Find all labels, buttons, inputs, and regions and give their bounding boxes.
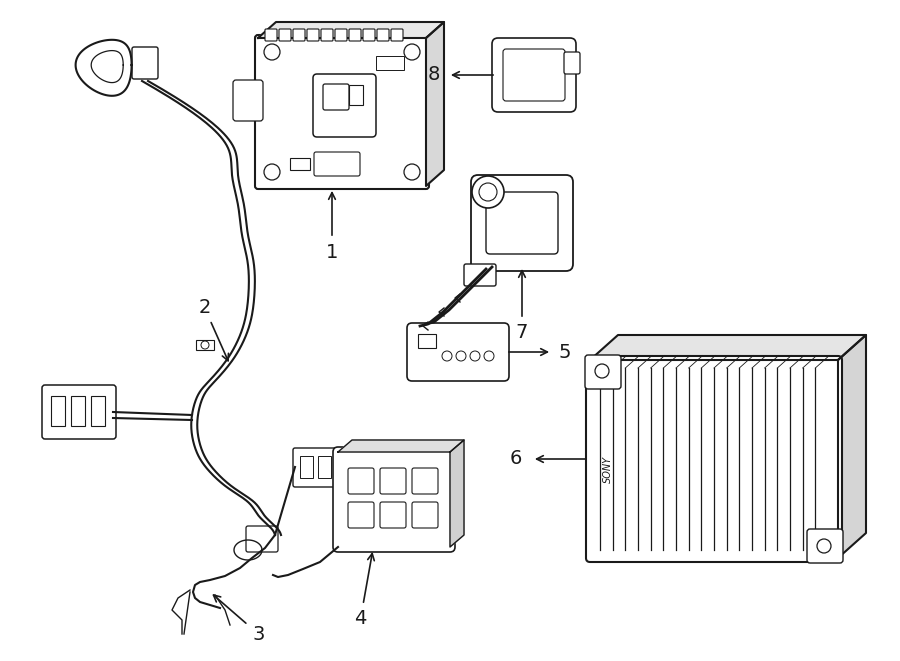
FancyBboxPatch shape (349, 29, 361, 41)
Circle shape (442, 351, 452, 361)
Bar (300, 456, 313, 478)
Polygon shape (426, 22, 444, 186)
FancyBboxPatch shape (255, 35, 429, 189)
Circle shape (470, 351, 480, 361)
Circle shape (264, 44, 280, 60)
FancyBboxPatch shape (321, 29, 333, 41)
Text: 6: 6 (509, 449, 522, 469)
FancyBboxPatch shape (335, 29, 347, 41)
Text: 4: 4 (355, 609, 366, 629)
Bar (71, 396, 85, 426)
FancyBboxPatch shape (407, 323, 509, 381)
FancyBboxPatch shape (492, 38, 576, 112)
Circle shape (595, 364, 609, 378)
Polygon shape (450, 440, 464, 547)
Circle shape (484, 351, 494, 361)
FancyBboxPatch shape (380, 468, 406, 494)
Polygon shape (590, 335, 866, 360)
FancyBboxPatch shape (307, 29, 319, 41)
Bar (51, 396, 65, 426)
FancyBboxPatch shape (246, 526, 278, 552)
FancyBboxPatch shape (132, 47, 158, 79)
FancyBboxPatch shape (807, 529, 843, 563)
FancyBboxPatch shape (377, 29, 389, 41)
Text: 7: 7 (516, 323, 528, 342)
FancyBboxPatch shape (503, 49, 565, 101)
Polygon shape (338, 440, 464, 452)
Bar (290, 158, 310, 170)
Bar (418, 334, 436, 348)
FancyBboxPatch shape (349, 85, 363, 105)
FancyBboxPatch shape (471, 175, 573, 271)
Text: 3: 3 (252, 625, 265, 644)
FancyBboxPatch shape (233, 80, 263, 121)
FancyBboxPatch shape (313, 74, 376, 137)
Circle shape (404, 44, 420, 60)
Circle shape (264, 164, 280, 180)
FancyBboxPatch shape (42, 385, 116, 439)
Circle shape (472, 176, 504, 208)
Bar (318, 456, 331, 478)
FancyBboxPatch shape (293, 448, 339, 487)
Text: SONY: SONY (603, 455, 613, 483)
Polygon shape (838, 335, 866, 558)
FancyBboxPatch shape (464, 264, 496, 286)
FancyBboxPatch shape (486, 192, 558, 254)
Circle shape (404, 164, 420, 180)
Polygon shape (258, 22, 444, 38)
Text: 2: 2 (198, 297, 211, 317)
FancyBboxPatch shape (265, 29, 277, 41)
FancyBboxPatch shape (314, 152, 360, 176)
FancyBboxPatch shape (323, 84, 349, 110)
FancyBboxPatch shape (380, 502, 406, 528)
FancyBboxPatch shape (586, 356, 842, 562)
FancyBboxPatch shape (412, 468, 438, 494)
Text: 8: 8 (428, 65, 440, 85)
FancyBboxPatch shape (293, 29, 305, 41)
FancyBboxPatch shape (585, 355, 621, 389)
Circle shape (479, 183, 497, 201)
FancyBboxPatch shape (279, 29, 291, 41)
Circle shape (456, 351, 466, 361)
Bar (91, 396, 105, 426)
Circle shape (201, 341, 209, 349)
FancyBboxPatch shape (348, 468, 374, 494)
FancyBboxPatch shape (348, 502, 374, 528)
FancyBboxPatch shape (333, 447, 455, 552)
Bar (196, 340, 214, 350)
Circle shape (817, 539, 831, 553)
FancyBboxPatch shape (391, 29, 403, 41)
FancyBboxPatch shape (564, 52, 580, 74)
Text: 5: 5 (559, 342, 572, 362)
Text: 1: 1 (326, 243, 338, 262)
FancyBboxPatch shape (363, 29, 375, 41)
FancyBboxPatch shape (412, 502, 438, 528)
Bar (376, 56, 404, 70)
